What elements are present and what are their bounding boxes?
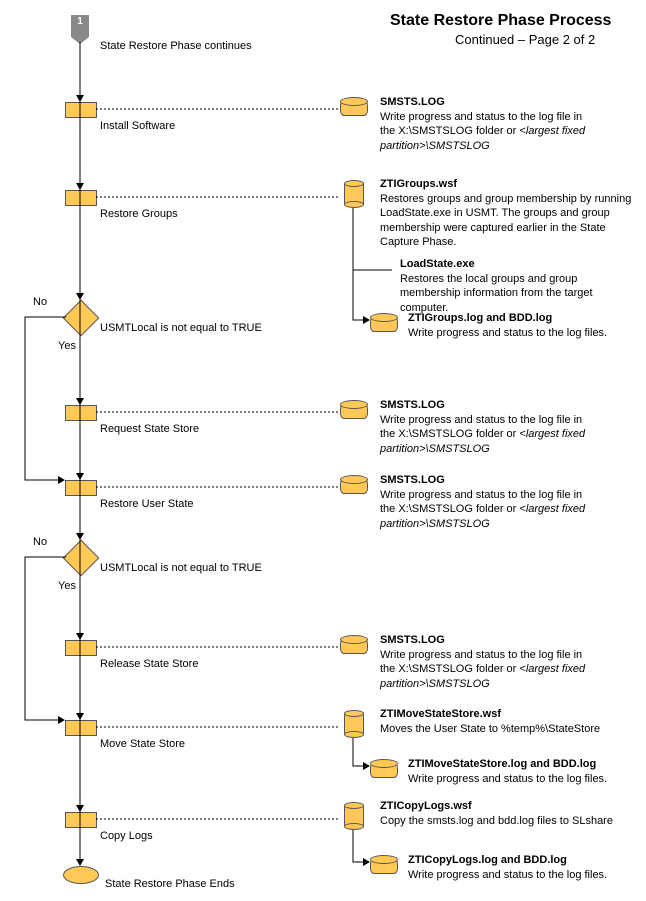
ztimove-log-title: ZTIMoveStateStore.log and BDD.log xyxy=(408,758,596,770)
page-subtitle: Continued – Page 2 of 2 xyxy=(455,32,595,47)
decision2-label: USMTLocal is not equal to TRUE xyxy=(100,562,262,574)
yes-label-2: Yes xyxy=(58,580,76,592)
arrow-icon xyxy=(76,859,84,866)
arrow-icon xyxy=(363,316,370,324)
ztimove-log-text: Write progress and status to the log fil… xyxy=(408,772,646,786)
process-release xyxy=(65,640,97,656)
arrow-icon xyxy=(76,713,84,720)
script-icon xyxy=(344,182,364,206)
arrow-icon xyxy=(76,805,84,812)
yes-label-1: Yes xyxy=(58,340,76,352)
process-move xyxy=(65,720,97,736)
smsts-text-4: Write progress and status to the log fil… xyxy=(380,648,630,691)
ztigroups-text: Restores groups and group membership by … xyxy=(380,192,640,249)
diagram-canvas: State Restore Phase Process Continued – … xyxy=(0,0,646,901)
release-label: Release State Store xyxy=(100,658,198,670)
arrow-icon xyxy=(363,858,370,866)
no-label-1: No xyxy=(33,296,47,308)
smsts-text-3: Write progress and status to the log fil… xyxy=(380,488,630,531)
end-label: State Restore Phase Ends xyxy=(105,878,235,890)
zticopy-log-title: ZTICopyLogs.log and BDD.log xyxy=(408,854,567,866)
smsts-title-2: SMSTS.LOG xyxy=(380,399,445,411)
decision-1 xyxy=(63,300,100,337)
database-icon xyxy=(340,478,368,494)
move-label: Move State Store xyxy=(100,738,185,750)
smsts-text-2: Write progress and status to the log fil… xyxy=(380,413,630,456)
ztigroups-log-text: Write progress and status to the log fil… xyxy=(408,326,646,340)
database-icon xyxy=(340,403,368,419)
smsts-title-3: SMSTS.LOG xyxy=(380,474,445,486)
process-restore-user xyxy=(65,480,97,496)
arrow-icon xyxy=(363,762,370,770)
process-restore-groups xyxy=(65,190,97,206)
loadstate-text: Restores the local groups and group memb… xyxy=(400,272,635,315)
ztimove-text: Moves the User State to %temp%\StateStor… xyxy=(380,722,630,736)
arrow-icon xyxy=(58,716,65,724)
copy-label: Copy Logs xyxy=(100,830,153,842)
loadstate-title: LoadState.exe xyxy=(400,258,475,270)
script-icon xyxy=(344,712,364,736)
start-label: State Restore Phase continues xyxy=(100,40,252,52)
process-install xyxy=(65,102,97,118)
ztimove-title: ZTIMoveStateStore.wsf xyxy=(380,708,501,720)
arrow-icon xyxy=(76,473,84,480)
zticopy-log-text: Write progress and status to the log fil… xyxy=(408,868,646,882)
restore-groups-label: Restore Groups xyxy=(100,208,178,220)
database-icon xyxy=(370,858,398,874)
arrow-icon xyxy=(76,398,84,405)
request-label: Request State Store xyxy=(100,423,199,435)
no-label-2: No xyxy=(33,536,47,548)
database-icon xyxy=(340,638,368,654)
process-copy xyxy=(65,812,97,828)
install-label: Install Software xyxy=(100,120,175,132)
page-title: State Restore Phase Process xyxy=(390,12,611,30)
arrow-icon xyxy=(76,95,84,102)
connector-number: 1 xyxy=(77,16,83,27)
arrow-icon xyxy=(76,183,84,190)
zticopy-title: ZTICopyLogs.wsf xyxy=(380,800,472,812)
process-request xyxy=(65,405,97,421)
arrow-icon xyxy=(76,293,84,300)
database-icon xyxy=(370,316,398,332)
smsts-title-1: SMSTS.LOG xyxy=(380,96,445,108)
connector-icon: 1 xyxy=(71,15,89,37)
arrow-icon xyxy=(76,633,84,640)
zticopy-text: Copy the smsts.log and bdd.log files to … xyxy=(380,814,630,828)
arrow-icon xyxy=(76,533,84,540)
restore-user-label: Restore User State xyxy=(100,498,194,510)
database-icon xyxy=(370,762,398,778)
smsts-text-1: Write progress and status to the log fil… xyxy=(380,110,630,153)
ztigroups-title: ZTIGroups.wsf xyxy=(380,178,457,190)
decision-2 xyxy=(63,540,100,577)
terminator-end xyxy=(63,866,99,884)
script-icon xyxy=(344,804,364,828)
smsts-title-4: SMSTS.LOG xyxy=(380,634,445,646)
database-icon xyxy=(340,100,368,116)
ztigroups-log-title: ZTIGroups.log and BDD.log xyxy=(408,312,552,324)
decision1-label: USMTLocal is not equal to TRUE xyxy=(100,322,262,334)
arrow-icon xyxy=(58,476,65,484)
